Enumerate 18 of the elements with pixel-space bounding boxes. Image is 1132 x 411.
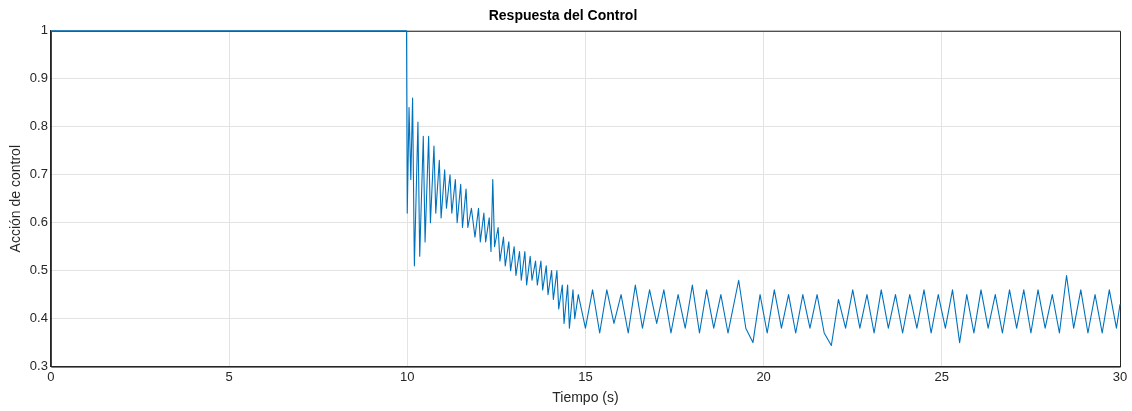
y-tick-label: 0.5 — [29, 262, 48, 278]
x-tick-label: 15 — [578, 368, 593, 384]
y-tick-label: 1 — [40, 22, 48, 38]
y-tick-label: 0.3 — [29, 358, 48, 374]
x-tick-label: 30 — [1112, 368, 1128, 384]
y-tick-label: 0.8 — [29, 118, 48, 134]
x-tick-label: 10 — [400, 368, 415, 384]
y-tick-label: 0.9 — [29, 70, 48, 86]
y-axis-title: Acción de control — [7, 145, 24, 253]
x-axis-title: Tiempo (s) — [552, 389, 619, 406]
x-tick-label: 0 — [47, 368, 55, 384]
y-tick-label: 0.6 — [29, 214, 48, 230]
x-tick-label: 25 — [934, 368, 950, 384]
y-tick-label: 0.4 — [29, 310, 48, 326]
x-tick-label: 5 — [225, 368, 233, 384]
x-tick-label: 20 — [756, 368, 771, 384]
y-tick-label: 0.7 — [29, 166, 48, 182]
chart-title: Respuesta del Control — [488, 7, 638, 24]
